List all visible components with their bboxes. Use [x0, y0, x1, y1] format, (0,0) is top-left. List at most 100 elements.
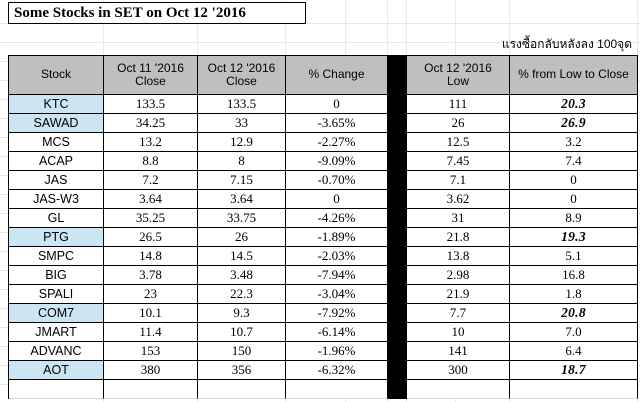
oct12-low-cell: 7.45: [407, 152, 510, 171]
pct-change-header: % Change: [286, 56, 388, 95]
oct11-close-cell: 23: [104, 285, 198, 304]
stock-cell: MCS: [9, 133, 104, 152]
oct12-close-cell: 356: [198, 361, 286, 380]
oct12-low-cell: 12.5: [407, 133, 510, 152]
pct-low-close-cell: 1.8: [510, 285, 638, 304]
oct11-close-cell: 153: [104, 342, 198, 361]
oct12-close-cell: 7.15: [198, 171, 286, 190]
oct11-close-header: Oct 11 '2016 Close: [104, 56, 198, 95]
oct12-close-cell: 8: [198, 152, 286, 171]
header-line2: Close: [135, 74, 166, 88]
pct-change-cell: 0: [286, 190, 388, 209]
pct-change-cell: -1.89%: [286, 228, 388, 247]
oct12-close-cell: 3.48: [198, 266, 286, 285]
separator-column: [388, 228, 407, 247]
pct-change-cell: -7.92%: [286, 304, 388, 323]
stocks-table: Stock Oct 11 '2016 Close Oct 12 '2016 Clos…: [8, 55, 638, 399]
pct-change-cell: -2.27%: [286, 133, 388, 152]
separator-column: [388, 285, 407, 304]
separator-column: [388, 247, 407, 266]
pct-change-cell: -4.26%: [286, 209, 388, 228]
pct-low-close-cell: 20.3: [510, 95, 638, 114]
oct12-low-header: Oct 12 '2016 Low: [407, 56, 510, 95]
pct-change-cell: [286, 380, 388, 399]
separator-column: [388, 56, 407, 95]
header-line1: Stock: [40, 67, 71, 82]
oct12-low-cell: [407, 380, 510, 399]
stock-cell: JMART: [9, 323, 104, 342]
stock-cell: GL: [9, 209, 104, 228]
pct-low-close-cell: 20.8: [510, 304, 638, 323]
oct12-close-cell: 10.7: [198, 323, 286, 342]
pct-change-cell: -3.65%: [286, 114, 388, 133]
stock-cell: ACAP: [9, 152, 104, 171]
oct12-low-cell: 141: [407, 342, 510, 361]
oct12-close-cell: 14.5: [198, 247, 286, 266]
oct11-close-cell: 26.5: [104, 228, 198, 247]
separator-column: [388, 361, 407, 380]
oct12-low-cell: 111: [407, 95, 510, 114]
stock-cell: [9, 380, 104, 399]
oct12-low-cell: 3.62: [407, 190, 510, 209]
oct12-close-cell: 150: [198, 342, 286, 361]
separator-column: [388, 266, 407, 285]
pct-low-close-header: % from Low to Close: [510, 56, 638, 95]
oct12-close-cell: [198, 380, 286, 399]
stock-cell: ADVANC: [9, 342, 104, 361]
oct11-close-cell: 14.8: [104, 247, 198, 266]
oct11-close-cell: 35.25: [104, 209, 198, 228]
pct-low-close-cell: 0: [510, 190, 638, 209]
oct11-close-cell: 10.1: [104, 304, 198, 323]
separator-column: [388, 380, 407, 399]
header-line2: Close: [226, 74, 257, 88]
stock-cell: AOT: [9, 361, 104, 380]
stock-cell: PTG: [9, 228, 104, 247]
pct-change-cell: -0.70%: [286, 171, 388, 190]
pct-low-close-cell: 8.9: [510, 209, 638, 228]
oct12-close-cell: 33.75: [198, 209, 286, 228]
header-line1: Oct 11 '2016: [117, 60, 184, 75]
stock-cell: SPALI: [9, 285, 104, 304]
pct-change-cell: -1.96%: [286, 342, 388, 361]
oct12-low-cell: 2.98: [407, 266, 510, 285]
oct11-close-cell: 7.2: [104, 171, 198, 190]
separator-column: [388, 171, 407, 190]
pct-change-cell: 0: [286, 95, 388, 114]
separator-column: [388, 209, 407, 228]
stock-cell: KTC: [9, 95, 104, 114]
stock-cell: SAWAD: [9, 114, 104, 133]
separator-column: [388, 114, 407, 133]
separator-column: [388, 304, 407, 323]
pct-low-close-cell: 26.9: [510, 114, 638, 133]
oct12-close-cell: 33: [198, 114, 286, 133]
oct11-close-cell: 3.78: [104, 266, 198, 285]
oct11-close-cell: 3.64: [104, 190, 198, 209]
oct12-close-cell: 22.3: [198, 285, 286, 304]
separator-column: [388, 342, 407, 361]
oct12-low-cell: 21.8: [407, 228, 510, 247]
header-line1: % from Low to Close: [518, 67, 629, 82]
pct-low-close-cell: [510, 380, 638, 399]
pct-low-close-cell: 5.1: [510, 247, 638, 266]
stock-cell: COM7: [9, 304, 104, 323]
stock-cell: BIG: [9, 266, 104, 285]
oct12-close-cell: 133.5: [198, 95, 286, 114]
separator-column: [388, 95, 407, 114]
thai-note: แรงซื้อกลับหลังลง 100จุด: [501, 37, 632, 51]
stock-cell: JAS-W3: [9, 190, 104, 209]
stock-header: Stock: [9, 56, 104, 95]
pct-low-close-cell: 18.7: [510, 361, 638, 380]
pct-low-close-cell: 6.4: [510, 342, 638, 361]
separator-column: [388, 133, 407, 152]
separator-column: [388, 152, 407, 171]
header-line1: Oct 12 '2016: [424, 60, 492, 75]
oct12-low-cell: 10: [407, 323, 510, 342]
pct-change-cell: -9.09%: [286, 152, 388, 171]
pct-low-close-cell: 16.8: [510, 266, 638, 285]
oct12-close-cell: 26: [198, 228, 286, 247]
header-line1: Oct 12 '2016: [207, 60, 276, 75]
pct-low-close-cell: 0: [510, 171, 638, 190]
pct-change-cell: -6.32%: [286, 361, 388, 380]
oct11-close-cell: 133.5: [104, 95, 198, 114]
oct12-close-cell: 9.3: [198, 304, 286, 323]
